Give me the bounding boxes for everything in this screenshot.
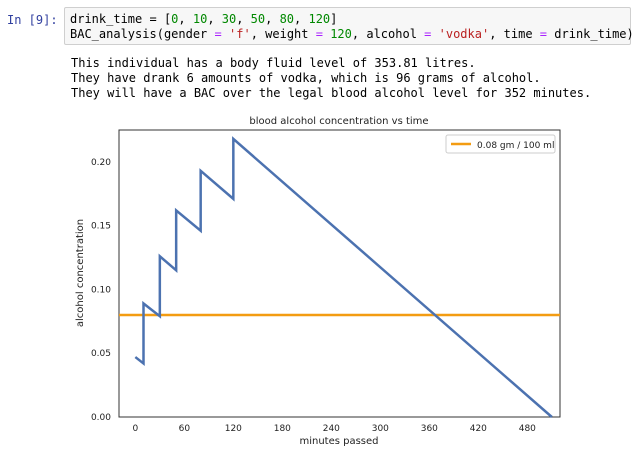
x-tick-label: 420 <box>470 424 487 434</box>
output-line: They will have a BAC over the legal bloo… <box>71 86 592 100</box>
y-tick-label: 0.10 <box>91 285 111 295</box>
bac-series-line <box>134 136 553 418</box>
code-num: 80 <box>279 12 295 26</box>
y-tick-label: 0.20 <box>91 158 111 168</box>
legend-box <box>445 134 556 154</box>
code-num: 0 <box>171 12 179 26</box>
output-line: This individual has a body fluid level o… <box>71 56 476 70</box>
legend-label: 0.08 gm / 100 ml <box>477 141 554 151</box>
code-var: drink_time <box>70 12 143 26</box>
x-tick-label: 120 <box>225 424 242 434</box>
code-kw: time <box>503 27 533 41</box>
code-num: 120 <box>308 12 331 26</box>
code-num: 10 <box>192 12 208 26</box>
code-line-1: drink_time = [0, 10, 30, 50, 80, 120] <box>70 12 338 26</box>
y-axis-label: alcohol concentration <box>75 219 86 327</box>
cell-prompt: In [9]: <box>7 13 58 27</box>
code-str: 'vodka' <box>438 27 490 41</box>
y-tick-label: 0.00 <box>91 413 111 423</box>
code-op: = <box>142 12 164 26</box>
x-tick-label: 0 <box>132 424 138 434</box>
code-kw: gender <box>163 27 208 41</box>
code-fn: BAC_analysis <box>70 27 157 41</box>
code-kw: alcohol <box>366 27 417 41</box>
chart-title: blood alcohol concentration vs time <box>249 116 428 127</box>
legend: 0.08 gm / 100 ml <box>445 134 556 154</box>
x-axis-label: minutes passed <box>299 436 378 447</box>
code-num: 120 <box>330 27 352 41</box>
plot-frame <box>118 129 561 418</box>
x-tick-label: 360 <box>421 424 438 434</box>
code-line-2: BAC_analysis(gender = 'f', weight = 120,… <box>70 27 634 41</box>
x-tick-label: 480 <box>519 424 536 434</box>
code-cell-input[interactable]: drink_time = [0, 10, 30, 50, 80, 120] BA… <box>64 7 634 45</box>
y-tick-label: 0.05 <box>91 349 111 359</box>
cell-output-text: This individual has a body fluid level o… <box>71 56 591 101</box>
code-kw: weight <box>265 27 309 41</box>
x-tick-label: 180 <box>274 424 291 434</box>
y-tick-label: 0.15 <box>91 222 111 232</box>
code-str: 'f' <box>229 27 251 41</box>
code-num: 30 <box>221 12 237 26</box>
x-tick-label: 60 <box>179 424 191 434</box>
output-line: They have drank 6 amounts of vodka, whic… <box>71 71 541 85</box>
x-tick-label: 300 <box>372 424 389 434</box>
code-var: drink_time <box>554 27 627 41</box>
x-tick-label: 240 <box>323 424 340 434</box>
code-num: 50 <box>250 12 266 26</box>
